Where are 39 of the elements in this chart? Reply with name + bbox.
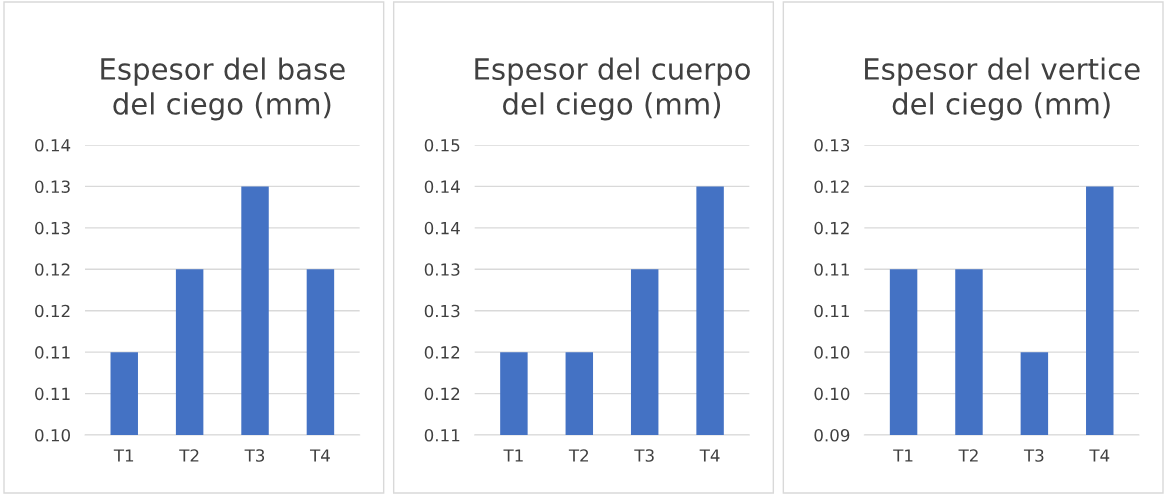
y-tick-label: 0.09 [814,428,850,442]
y-tick-label: 0.11 [814,304,849,318]
y-tick-label: 0.12 [35,263,70,276]
x-tick-label: T1 [893,449,913,462]
y-tick-label: 0.11 [424,428,460,442]
x-tick-label: T2 [568,449,589,462]
y-tick-label: 0.10 [814,387,850,401]
chart-title: Espesor del cuerpo del ciego (mm) [475,57,750,121]
y-tick-label: 0.12 [424,387,460,401]
x-tick-label: T3 [634,449,654,462]
y-tick-label: 0.11 [814,263,849,276]
x-tick-label: T4 [309,449,330,462]
chart-title: Espesor del base del ciego (mm) [101,57,345,121]
y-tick-label: 0.11 [35,387,70,401]
y-tick-label: 0.15 [424,138,460,152]
y-tick-label: 0.13 [424,304,460,318]
x-tick-label: T2 [958,449,978,462]
y-tick-label: 0.14 [424,180,460,193]
y-tick-label: 0.13 [424,263,460,276]
chart-title: Espesor del vertice del ciego (mm) [865,57,1140,121]
y-tick-label: 0.12 [424,346,460,359]
y-tick-label: 0.10 [814,346,850,359]
y-tick-label: 0.11 [35,346,70,359]
y-tick-label: 0.13 [35,180,70,193]
y-tick-label: 0.12 [814,180,849,193]
y-tick-label: 0.13 [35,221,70,235]
x-tick-label: T1 [503,449,523,462]
y-tick-label: 0.12 [814,221,849,235]
y-tick-label: 0.10 [35,428,70,442]
x-tick-label: T3 [244,449,265,462]
y-tick-label: 0.14 [424,221,460,235]
x-tick-label: T3 [1023,449,1044,462]
y-tick-label: 0.13 [814,138,850,152]
y-tick-label: 0.12 [35,304,70,318]
x-tick-label: T4 [699,449,720,462]
x-tick-label: T1 [113,449,134,462]
y-tick-label: 0.14 [35,138,71,152]
x-tick-label: T4 [1089,449,1110,462]
x-tick-label: T2 [179,449,199,462]
